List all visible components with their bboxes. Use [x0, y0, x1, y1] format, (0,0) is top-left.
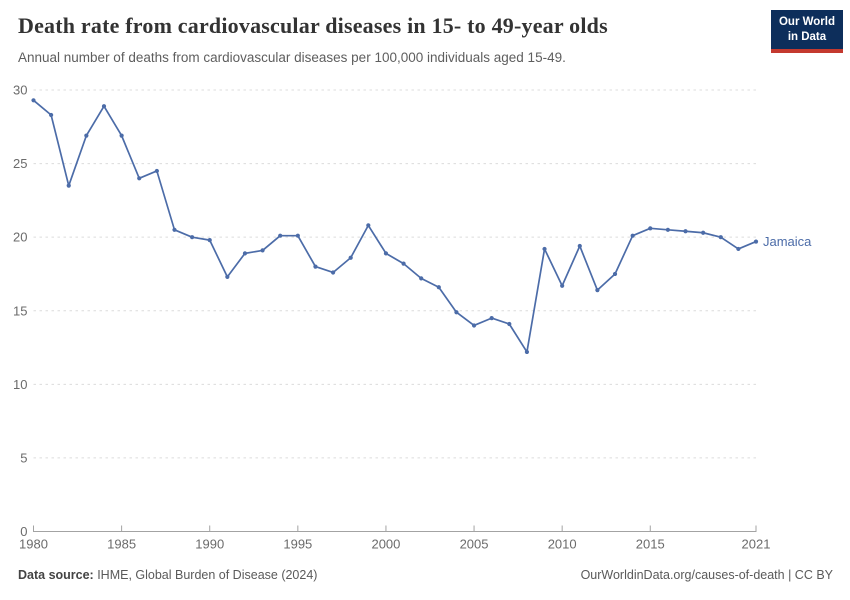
data-point[interactable] [471, 323, 477, 328]
x-axis-label: 2021 [742, 537, 771, 552]
data-point[interactable] [401, 261, 406, 266]
data-point[interactable] [665, 227, 670, 232]
x-axis-label: 1980 [19, 537, 48, 552]
y-axis-label: 10 [13, 377, 27, 392]
x-axis-label: 1995 [283, 537, 312, 552]
data-source-text: IHME, Global Burden of Disease (2024) [93, 568, 318, 582]
data-point[interactable] [154, 168, 159, 174]
chart-footer: Data source: IHME, Global Burden of Dise… [18, 568, 833, 582]
y-axis-label: 0 [20, 524, 27, 539]
data-point[interactable] [577, 243, 582, 249]
data-point[interactable] [701, 230, 706, 235]
data-point[interactable] [436, 285, 441, 290]
page-title: Death rate from cardiovascular diseases … [18, 13, 608, 38]
data-point[interactable] [348, 255, 353, 260]
data-point[interactable] [507, 321, 512, 327]
data-point[interactable] [330, 270, 336, 275]
data-point[interactable] [225, 274, 230, 280]
y-axis-label: 15 [13, 303, 27, 318]
data-point[interactable] [683, 229, 688, 234]
data-point[interactable] [278, 233, 283, 238]
series-end-label: Jamaica [763, 234, 812, 249]
data-point[interactable] [612, 271, 618, 277]
data-point[interactable] [101, 104, 107, 109]
data-point[interactable] [207, 238, 212, 243]
y-axis-label: 25 [13, 156, 27, 171]
data-point[interactable] [383, 251, 389, 256]
license-link[interactable]: OurWorldinData.org/causes-of-death | CC … [580, 568, 833, 582]
data-point[interactable] [630, 233, 635, 238]
data-point[interactable] [137, 176, 142, 181]
y-axis-label: 30 [13, 83, 27, 98]
data-point[interactable] [31, 98, 36, 103]
data-point[interactable] [542, 246, 547, 252]
data-point[interactable] [366, 223, 371, 228]
data-point[interactable] [718, 235, 723, 240]
y-axis-label: 20 [13, 230, 27, 245]
data-point[interactable] [84, 133, 89, 138]
x-axis-label: 1985 [107, 537, 136, 552]
data-point[interactable] [295, 233, 300, 238]
data-point[interactable] [648, 226, 653, 231]
data-point[interactable] [49, 112, 54, 118]
data-point[interactable] [260, 248, 265, 253]
data-point[interactable] [454, 310, 459, 315]
data-point[interactable] [66, 183, 71, 188]
data-point[interactable] [753, 239, 759, 244]
line-chart[interactable]: 0 5 10 15 20 25 30 1980 1985 1990 1995 2000 2005 2010… [0, 80, 850, 560]
data-point[interactable] [489, 316, 494, 321]
x-axis-label: 2015 [636, 537, 665, 552]
x-axis-label: 2000 [371, 537, 400, 552]
chart-subtitle: Annual number of deaths from cardiovascu… [18, 50, 566, 65]
series-line[interactable] [32, 99, 757, 353]
data-point[interactable] [189, 235, 195, 240]
data-point[interactable] [313, 264, 318, 269]
data-source: Data source: IHME, Global Burden of Dise… [18, 568, 317, 582]
data-point[interactable] [419, 276, 424, 281]
x-axis-label: 1990 [195, 537, 224, 552]
owid-logo-line2: in Data [787, 30, 827, 43]
data-point[interactable] [736, 246, 741, 252]
data-point[interactable] [595, 288, 600, 293]
owid-logo-line1: Our World [778, 16, 835, 28]
data-point[interactable] [524, 349, 530, 355]
x-axis-label: 2010 [548, 537, 577, 552]
data-point[interactable] [560, 283, 565, 288]
x-axis-label: 2005 [460, 537, 489, 552]
data-point[interactable] [119, 133, 124, 138]
y-axis-label: 5 [20, 450, 27, 465]
data-point[interactable] [242, 251, 248, 256]
data-point[interactable] [172, 227, 177, 232]
data-source-label: Data source: [18, 568, 94, 582]
owid-logo: Our World in Data [770, 10, 843, 53]
